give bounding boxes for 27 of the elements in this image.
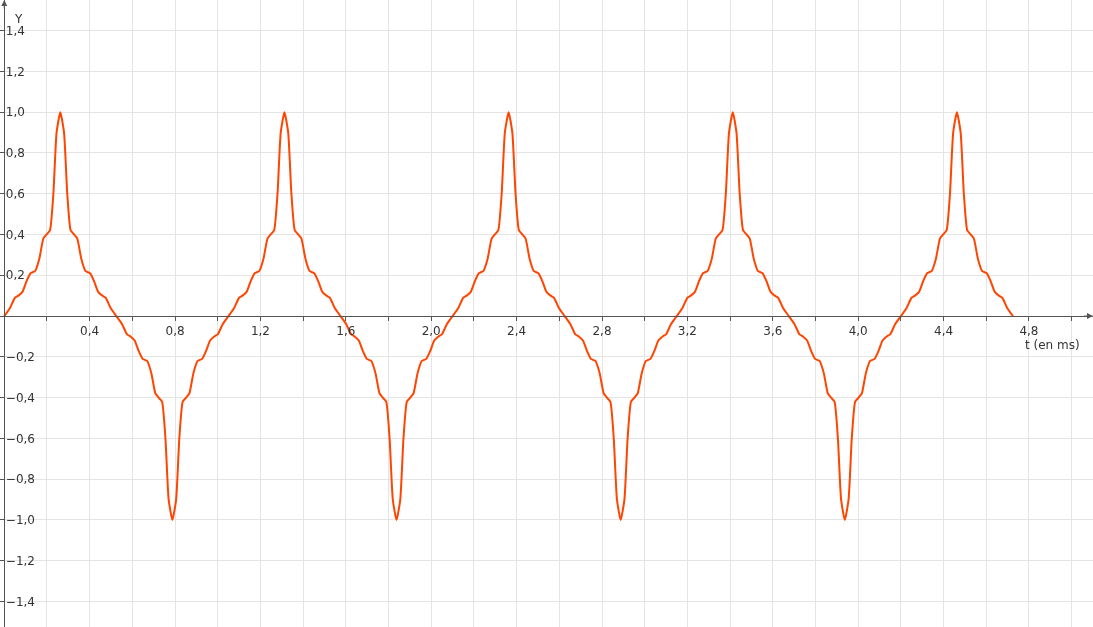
x-tick-label: 3,2 [677, 324, 697, 339]
y-tick-label: 0,8 [5, 146, 25, 161]
y-tick-label: 1,4 [5, 23, 25, 38]
y-tick-label: −1,2 [5, 553, 36, 568]
x-tick-label: 3,6 [763, 324, 783, 339]
x-tick-label: 2,8 [592, 324, 612, 339]
y-tick-label: 0,4 [5, 227, 25, 242]
x-tick-label: 1,2 [250, 324, 270, 339]
x-axis-title: t (en ms) [1025, 338, 1080, 352]
y-tick-label: 0,6 [5, 186, 25, 201]
x-tick-label: 2,0 [421, 324, 441, 339]
y-tick-label: −0,6 [5, 431, 36, 446]
x-tick-label: 4,8 [1019, 324, 1039, 339]
x-tick-label: 4,0 [848, 324, 868, 339]
y-tick-label: 1,0 [5, 105, 25, 120]
x-tick-label: 2,4 [507, 324, 527, 339]
x-tick-label: 0,4 [80, 324, 100, 339]
y-tick-label: −0,2 [5, 350, 36, 365]
y-tick-label: −0,8 [5, 472, 36, 487]
y-tick-label: −1,0 [5, 513, 36, 528]
y-axis-title: Y [14, 12, 23, 26]
x-tick-label: 0,8 [165, 324, 185, 339]
y-tick-label: −1,4 [5, 594, 36, 609]
y-tick-label: 0,2 [5, 268, 25, 283]
y-tick-label: 1,2 [5, 64, 25, 79]
y-tick-label: −0,4 [5, 390, 36, 405]
x-tick-label: 4,4 [934, 324, 954, 339]
